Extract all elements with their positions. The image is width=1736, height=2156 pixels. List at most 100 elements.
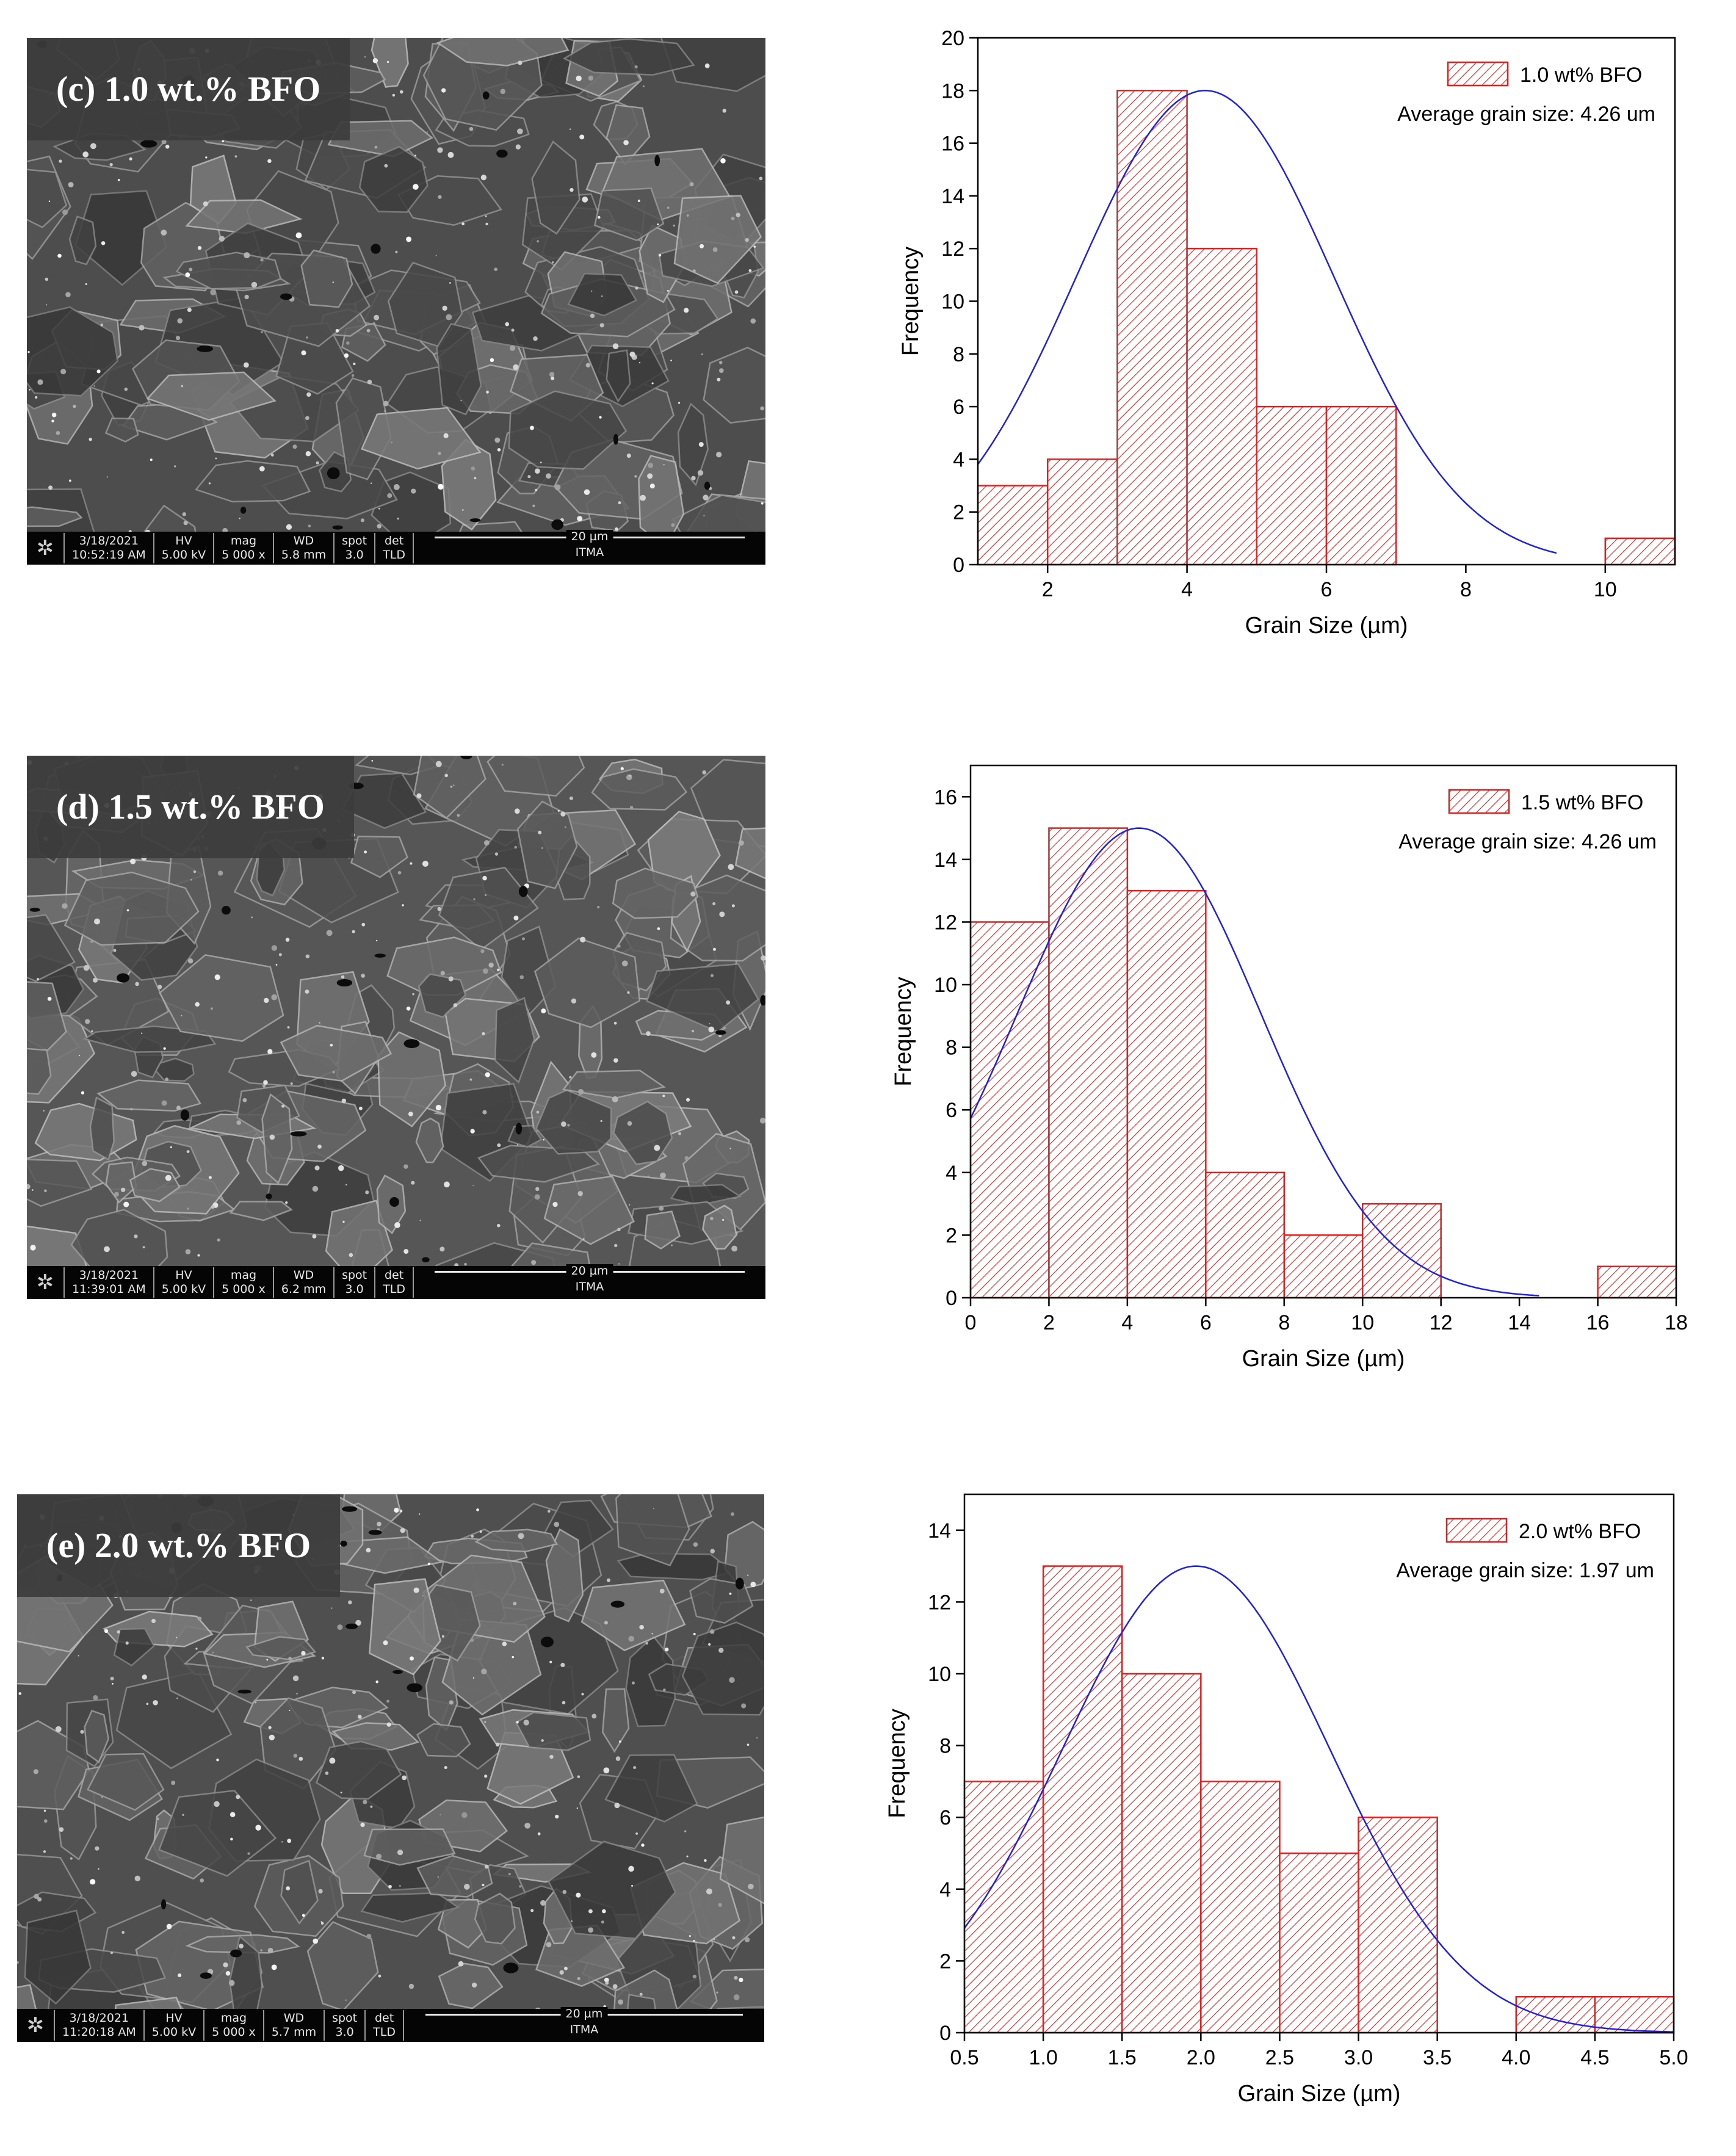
y-tick-label: 14 bbox=[941, 185, 964, 208]
x-tick-label: 2 bbox=[1042, 578, 1054, 601]
y-axis-label: Frequency bbox=[898, 247, 924, 356]
sem-spot: spot 3.0 bbox=[333, 533, 374, 563]
scale-label: 20 µm bbox=[566, 1264, 613, 1278]
sem-date: 3/18/2021 bbox=[79, 534, 139, 548]
sem-time: 11:39:01 AM bbox=[72, 1282, 146, 1296]
x-tick-label: 10 bbox=[1594, 578, 1617, 601]
sem-institution: ITMA bbox=[570, 2023, 599, 2036]
sem-wd-label: WD bbox=[293, 534, 314, 548]
y-tick-label: 18 bbox=[941, 79, 964, 103]
sem-det: det TLD bbox=[374, 1267, 413, 1298]
sem-info-bar: ✲ 3/18/2021 11:39:01 AM HV 5.00 kV mag 5… bbox=[27, 1264, 765, 1299]
sem-date: 3/18/2021 bbox=[69, 2011, 129, 2025]
sem-hv-label: HV bbox=[175, 1268, 192, 1282]
sem-hv: HV 5.00 kV bbox=[153, 533, 213, 563]
y-tick-label: 4 bbox=[953, 448, 964, 471]
legend-swatch bbox=[1447, 61, 1509, 87]
sem-spot: spot 3.0 bbox=[333, 1267, 374, 1298]
sem-texture bbox=[27, 756, 765, 1299]
sem-hv-label: HV bbox=[175, 534, 192, 548]
sem-date-time: 3/18/2021 11:20:18 AM bbox=[54, 2010, 143, 2041]
sem-wd-label: WD bbox=[293, 1268, 314, 1282]
sem-wd: WD 6.2 mm bbox=[272, 1267, 333, 1298]
histogram-bar bbox=[977, 485, 1049, 566]
sem-wd: WD 5.8 mm bbox=[272, 533, 333, 563]
sem-spot-label: spot bbox=[332, 2011, 358, 2025]
sem-scale: 20 µm ITMA bbox=[412, 530, 765, 563]
sem-hv-value: 5.00 kV bbox=[161, 1282, 206, 1296]
sem-institution: ITMA bbox=[575, 546, 604, 559]
histogram-bar bbox=[1256, 405, 1328, 566]
scale-label: 20 µm bbox=[566, 530, 613, 544]
average-grain-size-annotation: Average grain size: 4.26 um bbox=[1397, 103, 1655, 126]
x-tick-label: 4 bbox=[1181, 578, 1193, 601]
y-tick-label: 12 bbox=[941, 237, 964, 261]
sem-det: det TLD bbox=[364, 2010, 403, 2041]
instrument-logo-icon: ✲ bbox=[36, 1270, 54, 1295]
sem-mag-value: 5 000 x bbox=[212, 2025, 256, 2039]
sem-image-c: (c) 1.0 wt.% BFO ✲ 3/18/2021 10:52:19 AM… bbox=[27, 38, 765, 565]
sem-hv: HV 5.00 kV bbox=[153, 1267, 213, 1298]
x-tick-label: 6 bbox=[1321, 578, 1333, 601]
sem-spot-value: 3.0 bbox=[345, 1282, 364, 1296]
sem-image-d: (d) 1.5 wt.% BFO ✲ 3/18/2021 11:39:01 AM… bbox=[27, 756, 765, 1299]
sem-hv-label: HV bbox=[165, 2011, 183, 2025]
sem-mag-value: 5 000 x bbox=[222, 548, 266, 562]
sem-date: 3/18/2021 bbox=[79, 1268, 139, 1282]
y-tick-label: 20 bbox=[941, 27, 964, 50]
scale-bar: 20 µm bbox=[435, 1264, 745, 1278]
sem-date-time: 3/18/2021 11:39:01 AM bbox=[63, 1267, 153, 1298]
sem-spot-value: 3.0 bbox=[345, 548, 364, 562]
instrument-logo-icon: ✲ bbox=[36, 536, 54, 560]
sem-panel-label: (e) 2.0 wt.% BFO bbox=[17, 1494, 341, 1597]
legend-label: 1.0 wt% BFO bbox=[1520, 63, 1642, 87]
sem-institution: ITMA bbox=[575, 1280, 604, 1293]
sem-mag-label: mag bbox=[220, 2011, 247, 2025]
sem-det-label: det bbox=[384, 1268, 404, 1282]
scale-label: 20 µm bbox=[560, 2007, 608, 2021]
x-tick-label: 8 bbox=[1460, 578, 1472, 601]
sem-det-value: TLD bbox=[373, 2025, 396, 2039]
sem-mag-label: mag bbox=[230, 534, 257, 548]
sem-texture bbox=[17, 1494, 764, 2042]
histogram-bar bbox=[1046, 458, 1118, 566]
sem-time: 10:52:19 AM bbox=[72, 548, 146, 562]
x-axis-label: Grain Size (µm) bbox=[1245, 613, 1408, 638]
y-tick-label: 6 bbox=[953, 396, 964, 419]
sem-image-e: (e) 2.0 wt.% BFO ✲ 3/18/2021 11:20:18 AM… bbox=[17, 1494, 764, 2042]
sem-mag: mag 5 000 x bbox=[213, 1267, 273, 1298]
sem-spot: spot 3.0 bbox=[324, 2010, 364, 2041]
sem-scale: 20 µm ITMA bbox=[402, 2007, 764, 2041]
sem-det-label: det bbox=[384, 534, 404, 548]
sem-time: 11:20:18 AM bbox=[62, 2025, 136, 2039]
sem-det-value: TLD bbox=[383, 548, 405, 562]
scale-bar: 20 µm bbox=[435, 530, 745, 544]
sem-panel-label: (d) 1.5 wt.% BFO bbox=[27, 756, 354, 858]
sem-mag: mag 5 000 x bbox=[203, 2010, 263, 2041]
histogram-bar bbox=[1604, 537, 1676, 566]
sem-wd-value: 5.8 mm bbox=[281, 548, 327, 562]
sem-det: det TLD bbox=[374, 533, 413, 563]
y-tick-label: 8 bbox=[953, 343, 964, 366]
sem-date-time: 3/18/2021 10:52:19 AM bbox=[63, 533, 153, 563]
sem-wd-value: 6.2 mm bbox=[281, 1282, 327, 1296]
sem-scale: 20 µm ITMA bbox=[412, 1264, 765, 1298]
sem-mag-label: mag bbox=[230, 1268, 257, 1282]
gaussian-fit-curve bbox=[977, 90, 1557, 554]
histogram-bar bbox=[1325, 405, 1397, 566]
sem-texture bbox=[27, 38, 765, 565]
sem-det-label: det bbox=[374, 2011, 394, 2025]
scale-bar: 20 µm bbox=[425, 2007, 743, 2021]
sem-info-bar: ✲ 3/18/2021 11:20:18 AM HV 5.00 kV mag 5… bbox=[17, 2007, 764, 2042]
sem-det-value: TLD bbox=[383, 1282, 405, 1296]
sem-hv: HV 5.00 kV bbox=[143, 2010, 203, 2041]
sem-hv-value: 5.00 kV bbox=[151, 2025, 197, 2039]
y-tick-label: 0 bbox=[953, 554, 964, 577]
sem-mag-value: 5 000 x bbox=[222, 1282, 266, 1296]
sem-wd: WD 5.7 mm bbox=[262, 2010, 324, 2041]
sem-info-bar: ✲ 3/18/2021 10:52:19 AM HV 5.00 kV mag 5… bbox=[27, 530, 765, 565]
sem-wd-label: WD bbox=[283, 2011, 305, 2025]
sem-hv-value: 5.00 kV bbox=[161, 548, 206, 562]
sem-panel-label: (c) 1.0 wt.% BFO bbox=[27, 38, 350, 140]
